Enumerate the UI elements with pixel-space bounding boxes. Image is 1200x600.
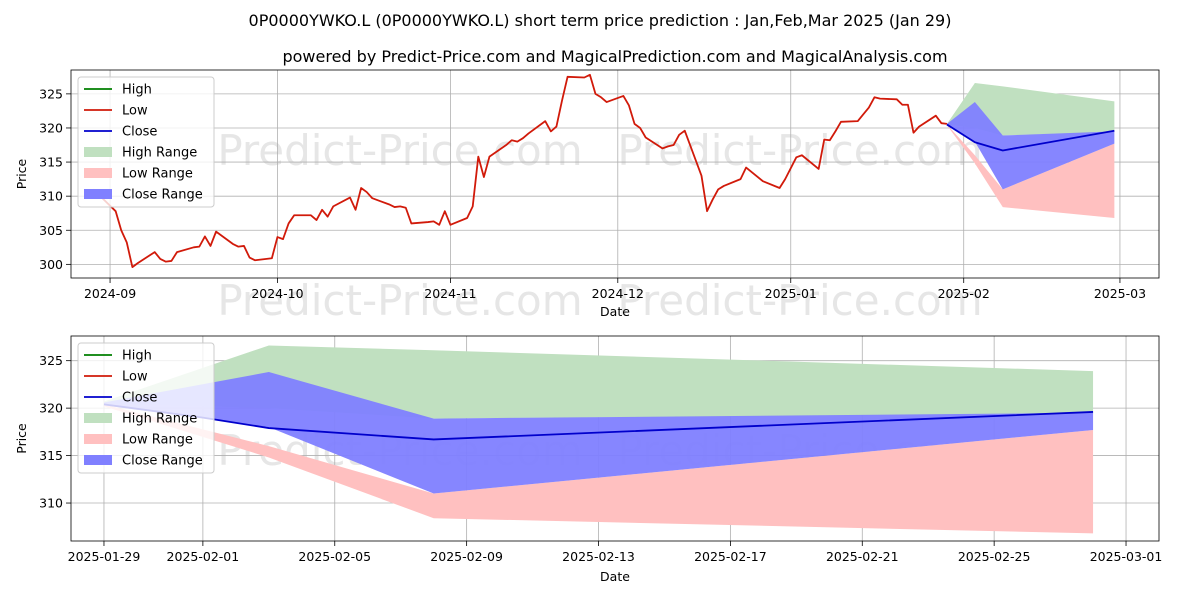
legend-entry-close: Close xyxy=(84,125,157,140)
legend-entry-high-range: High Range xyxy=(84,146,197,161)
x-tick-label: 2025-01-29 xyxy=(68,549,141,564)
legend-entry-close-range: Close Range xyxy=(84,454,203,469)
x-tick-label: 2024-12 xyxy=(592,286,644,301)
y-tick-label: 310 xyxy=(39,189,63,204)
y-axis-label: Price xyxy=(14,158,29,189)
low-range-area xyxy=(103,404,1094,534)
x-tick-label: 2025-02-17 xyxy=(694,549,767,564)
legend-label: Close xyxy=(122,391,157,406)
legend-label: Low Range xyxy=(122,433,193,448)
y-axis-label: Price xyxy=(14,423,29,454)
y-tick-label: 320 xyxy=(39,401,63,416)
legend-label: Low xyxy=(122,104,148,119)
y-tick-label: 320 xyxy=(39,120,63,135)
legend-entry-close: Close xyxy=(84,391,157,406)
legend: High Low Close High Range Low Range Close Ran… xyxy=(77,76,215,208)
legend-label: High xyxy=(122,349,152,364)
legend-entry-high: High xyxy=(84,83,152,98)
x-tick-label: 2024-10 xyxy=(251,286,303,301)
legend-label: Close xyxy=(122,125,157,140)
y-tick-label: 300 xyxy=(39,257,63,272)
x-axis-label: Date xyxy=(600,569,630,584)
y-tick-label: 310 xyxy=(39,496,63,511)
y-tick-label: 315 xyxy=(39,448,63,463)
x-axis-label: Date xyxy=(600,304,630,319)
legend: High Low Close High Range Low Range Close Ran… xyxy=(77,342,215,474)
plot-frame xyxy=(70,69,1160,279)
legend-entry-high: High xyxy=(84,349,152,364)
chart-title: 0P0000YWKO.L (0P0000YWKO.L) short term p… xyxy=(249,11,952,30)
legend-entry-low-range: Low Range xyxy=(84,167,193,182)
x-tick-label: 2025-03 xyxy=(1094,286,1146,301)
legend-swatch xyxy=(84,189,112,199)
x-tick-label: 2025-03-01 xyxy=(1090,549,1163,564)
legend-entry-low: Low xyxy=(84,104,148,119)
legend-label: Close Range xyxy=(122,454,203,469)
chart-subtitle: powered by Predict-Price.com and Magical… xyxy=(282,47,947,66)
x-tick-label: 2025-02-13 xyxy=(562,549,635,564)
watermark-text: Predict-Price.com xyxy=(217,126,582,175)
x-tick-label: 2025-02-01 xyxy=(167,549,240,564)
legend-entry-high-range: High Range xyxy=(84,412,197,427)
plot-frame xyxy=(70,335,1160,542)
y-tick-label: 325 xyxy=(39,86,63,101)
legend-entry-low: Low xyxy=(84,370,148,385)
legend-label: Low Range xyxy=(122,167,193,182)
legend-label: High Range xyxy=(122,146,197,161)
low-series-line xyxy=(92,73,948,268)
y-tick-label: 325 xyxy=(39,353,63,368)
legend-swatch xyxy=(84,455,112,465)
legend-swatch xyxy=(84,168,112,178)
x-tick-label: 2025-02-25 xyxy=(958,549,1031,564)
legend-label: High xyxy=(122,83,152,98)
x-tick-label: 2025-02-09 xyxy=(430,549,503,564)
low-range-area xyxy=(946,124,1115,218)
x-tick-label: 2025-02 xyxy=(938,286,990,301)
legend-swatch xyxy=(84,147,112,157)
x-tick-label: 2024-09 xyxy=(84,286,136,301)
top-panel: Predict-Price.com Predict-Price.com Predic… xyxy=(14,69,1160,325)
bottom-panel: Predict-Price.comPredict-Price.com2025-0… xyxy=(14,335,1163,584)
x-tick-label: 2025-01 xyxy=(765,286,817,301)
x-tick-label: 2025-02-21 xyxy=(826,549,899,564)
watermark-text: Predict-Price.com xyxy=(217,276,582,325)
y-tick-label: 305 xyxy=(39,223,63,238)
x-tick-label: 2024-11 xyxy=(424,286,476,301)
x-tick-label: 2025-02-05 xyxy=(298,549,371,564)
legend-label: Low xyxy=(122,370,148,385)
legend-label: Close Range xyxy=(122,188,203,203)
legend-label: High Range xyxy=(122,412,197,427)
legend-swatch xyxy=(84,434,112,444)
close-series-line xyxy=(946,123,1115,152)
legend-swatch xyxy=(84,413,112,423)
legend-entry-close-range: Close Range xyxy=(84,188,203,203)
legend-entry-low-range: Low Range xyxy=(84,433,193,448)
y-tick-label: 315 xyxy=(39,155,63,170)
watermark-text: Predict-Price.com xyxy=(617,276,982,325)
watermark-text: Predict-Price.com xyxy=(617,126,982,175)
